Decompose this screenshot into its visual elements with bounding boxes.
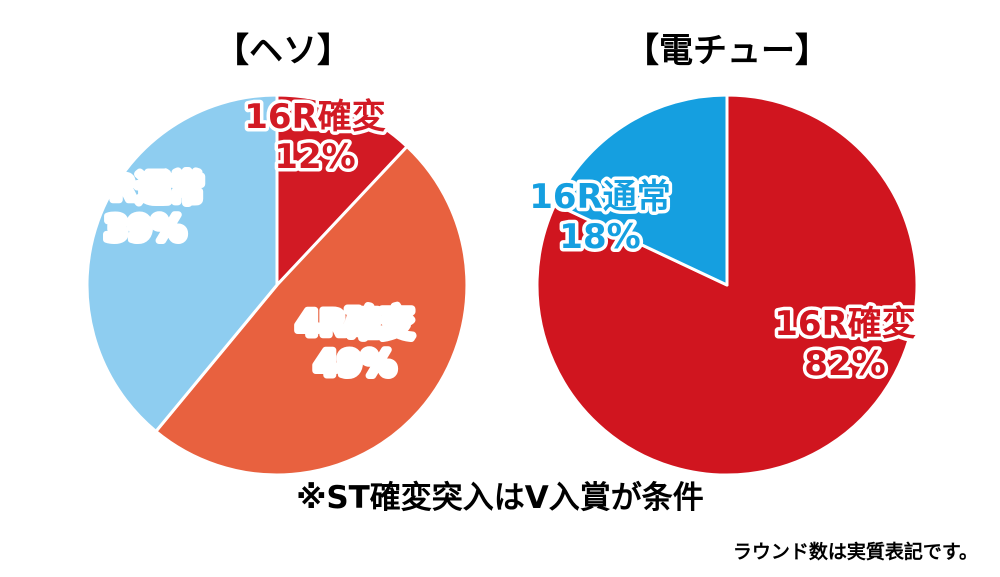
slice-label-name: 4R確変: [296, 304, 414, 344]
slice-label-percent: 18%: [559, 217, 640, 257]
pie-slice-16r-tsujo: [553, 93, 729, 287]
pie-slice-16r-kakuhen: [275, 93, 409, 287]
slice-label-name: 4R通常: [86, 169, 204, 209]
condition-note: ※ST確変突入はV入賞が条件: [296, 480, 704, 516]
slice-label-percent: 12%: [274, 137, 355, 177]
slice-label: 16R確変 12%: [244, 97, 386, 177]
slice-label-percent: 49%: [314, 344, 395, 384]
slice-label: 4R確変 49%: [296, 304, 414, 384]
slice-label-name: 16R通常: [529, 177, 671, 217]
slice-label: 16R通常 18%: [529, 177, 671, 257]
chart-title-heso: 【ヘソ】: [215, 31, 351, 71]
slice-label-percent: 39%: [104, 209, 185, 249]
pie-slice-4r-tsujo: [85, 93, 279, 433]
slice-label: 16R確変 82%: [774, 304, 916, 384]
slice-label-percent: 82%: [804, 344, 885, 384]
pie-chart-denchu: [535, 93, 919, 477]
slice-label-name: 16R確変: [774, 304, 916, 344]
slice-label: 4R通常 39%: [86, 169, 204, 249]
pie-chart-heso: [85, 93, 469, 477]
slice-label-name: 16R確変: [244, 97, 386, 137]
chart-title-denchu: 【電チュー】: [625, 31, 829, 71]
round-count-note: ラウンド数は実質表記です。: [733, 540, 978, 563]
slice-labels: 16R確変 12%4R確変 49%4R通常 39%16R確変 82%16R通常 18%: [83, 94, 920, 388]
pie-slice-4r-kakuhen: [154, 145, 469, 477]
